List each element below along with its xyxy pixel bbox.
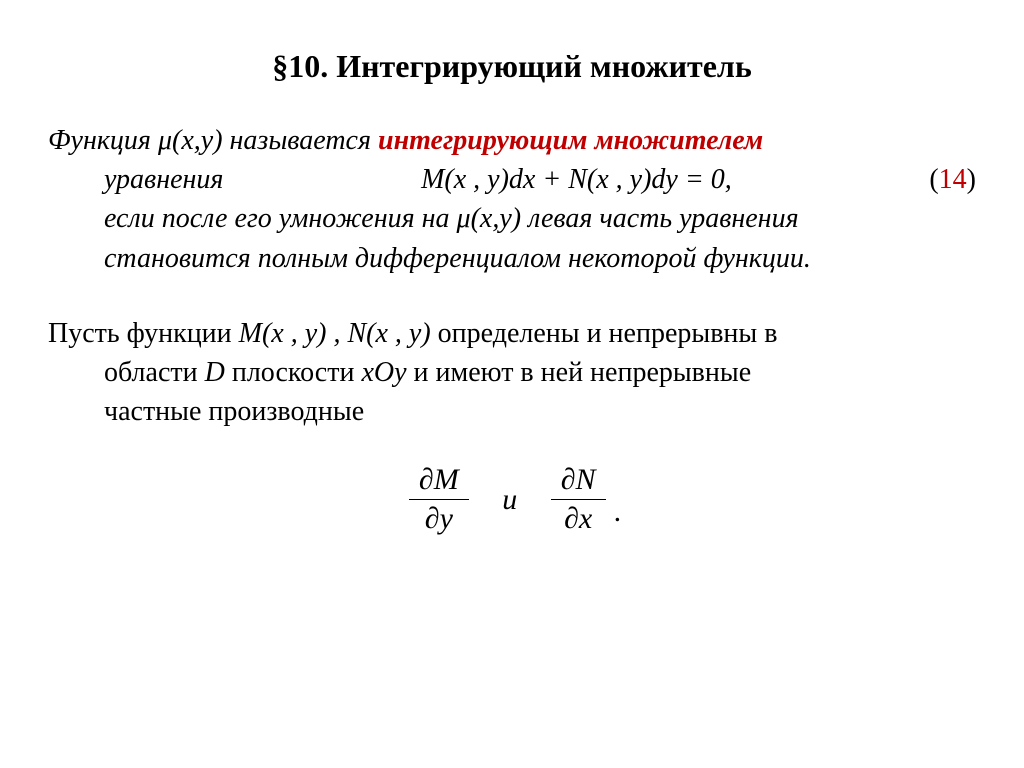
numerator: ∂N <box>551 463 606 500</box>
text: и имеют в ней непрерывные <box>407 357 752 388</box>
denominator: ∂x <box>551 500 606 536</box>
text: Пусть функции <box>48 318 239 349</box>
fraction-dN-dx: ∂N ∂x <box>551 463 606 536</box>
equation-main: M(x , y)dx + N(x , y)dy = 0, <box>223 160 929 199</box>
and-text: и <box>502 483 517 516</box>
text: Функция <box>48 125 158 156</box>
domain-D: D <box>205 357 225 388</box>
text: становится полным дифференциалом некотор… <box>48 239 976 278</box>
text: области <box>104 357 205 388</box>
plane-xoy: xOy <box>361 357 406 388</box>
mu-symbol: μ <box>457 203 471 234</box>
partial-derivatives: ∂M ∂y и ∂N ∂x . <box>48 463 976 536</box>
fraction-dM-dy: ∂M ∂y <box>409 463 469 536</box>
text-equation-word: уравнения <box>104 160 223 199</box>
definition-paragraph: Функция μ(x,y) называется интегрирующим … <box>48 121 976 278</box>
text: если после его умножения на <box>104 203 457 234</box>
term-integrating-factor: интегрирующим множителем <box>378 125 763 156</box>
section-title: §10. Интегрирующий множитель <box>48 48 976 85</box>
text: называется <box>223 125 378 156</box>
period: . <box>614 495 622 528</box>
mu-symbol: μ <box>158 125 172 156</box>
mu-args: (x,y) <box>172 125 223 156</box>
text: частные производные <box>48 392 976 431</box>
text: определены и непрерывны в <box>431 318 778 349</box>
mu-args: (x,y) <box>471 203 522 234</box>
functions-MN: M(x , y) , N(x , y) <box>239 318 431 349</box>
denominator: ∂y <box>409 500 469 536</box>
conditions-paragraph: Пусть функции M(x , y) , N(x , y) опреде… <box>48 314 976 432</box>
text: плоскости <box>225 357 362 388</box>
numerator: ∂M <box>409 463 469 500</box>
equation-number: (14) <box>929 160 976 199</box>
text: левая часть уравнения <box>521 203 799 234</box>
slide-page: §10. Интегрирующий множитель Функция μ(x… <box>0 0 1024 536</box>
